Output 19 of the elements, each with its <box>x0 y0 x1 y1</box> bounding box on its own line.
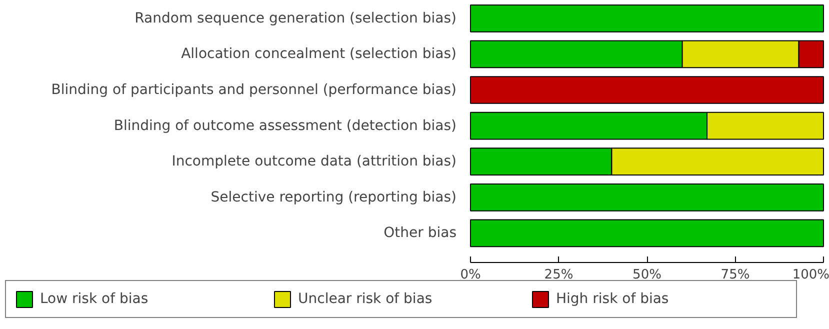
x-tick-label: 50% <box>632 268 662 282</box>
bar <box>470 76 824 104</box>
y-tick-label: Allocation concealment (selection bias) <box>181 46 457 62</box>
y-tick-label: Selective reporting (reporting bias) <box>210 189 456 206</box>
legend-label: High risk of bias <box>556 291 670 307</box>
y-tick-label: Other bias <box>384 225 457 242</box>
y-tick-label: Random sequence generation (selection bias) <box>134 10 457 26</box>
bar <box>470 4 824 32</box>
x-tick-label: 25% <box>544 268 574 282</box>
y-tick-label: Blinding of participants and personnel (performance bias) <box>51 82 456 98</box>
x-tick-label: 0% <box>460 268 481 282</box>
y-tick-label: Blinding of outcome assessment (detection bias) <box>114 118 457 134</box>
bar <box>470 183 824 212</box>
bar <box>470 219 824 248</box>
x-tick-label: 75% <box>720 268 750 282</box>
legend-label: Low risk of bias <box>40 291 150 307</box>
y-tick-label: Incomplete outcome data (attrition bias) <box>172 154 456 170</box>
legend-label: Unclear risk of bias <box>298 291 434 307</box>
x-tick-label: 100% <box>792 268 829 282</box>
